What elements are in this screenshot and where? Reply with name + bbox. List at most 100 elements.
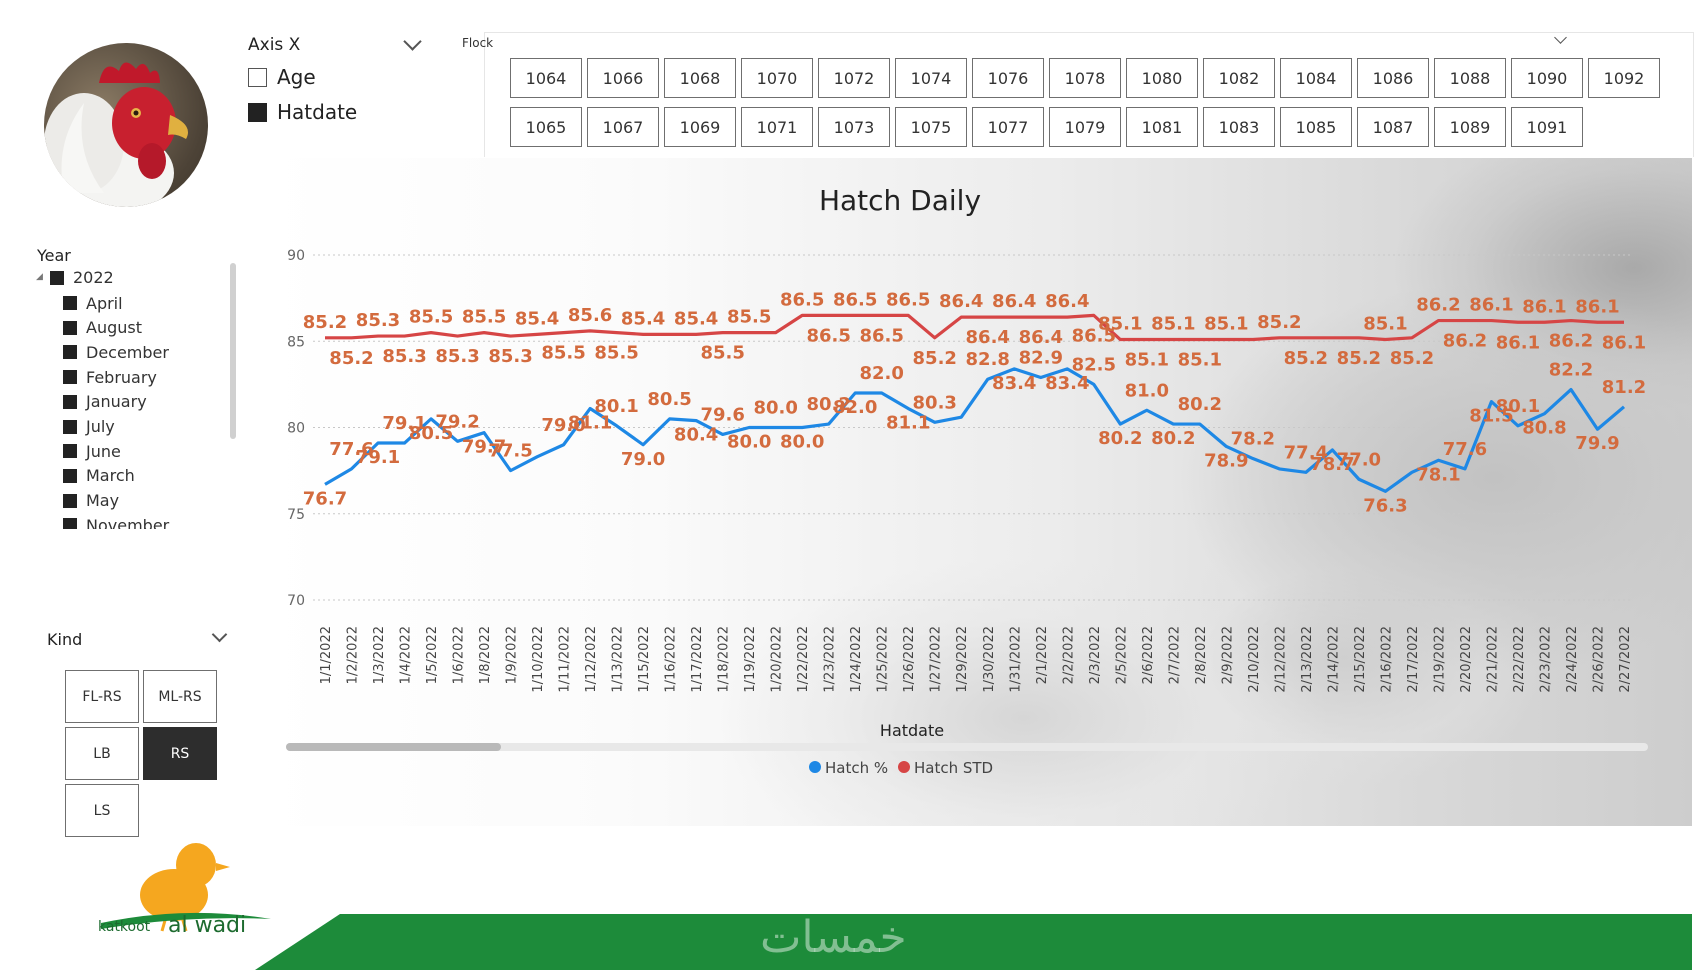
- year-month-august[interactable]: August: [63, 318, 142, 338]
- month-checkbox[interactable]: [63, 296, 77, 310]
- year-2022-node[interactable]: 2022: [50, 268, 114, 287]
- month-checkbox[interactable]: [63, 419, 77, 434]
- flock-button-1087[interactable]: 1087: [1357, 107, 1429, 147]
- x-scrollbar-thumb[interactable]: [286, 743, 501, 751]
- year-collapse-icon[interactable]: ◢: [36, 272, 43, 282]
- axis-x-chevron-down-icon[interactable]: [403, 32, 422, 51]
- hatch-std-data-label: 85.1: [1098, 314, 1142, 335]
- x-tick-label: 1/31/2022: [1008, 626, 1023, 693]
- flock-button-1068[interactable]: 1068: [664, 58, 736, 98]
- year-title: Year: [37, 246, 71, 265]
- kind-button-rs[interactable]: RS: [143, 727, 217, 780]
- flock-button-1076[interactable]: 1076: [972, 58, 1044, 98]
- hatdate-checkbox[interactable]: [248, 102, 267, 122]
- flock-button-1090[interactable]: 1090: [1511, 58, 1583, 98]
- flock-button-1069[interactable]: 1069: [664, 107, 736, 147]
- flock-button-1081[interactable]: 1081: [1126, 107, 1198, 147]
- hatch-pct-data-label: 80.5: [647, 389, 691, 410]
- flock-button-1083[interactable]: 1083: [1203, 107, 1275, 147]
- age-checkbox[interactable]: [248, 67, 267, 87]
- hatch-pct-data-label: 81.1: [886, 413, 930, 434]
- hatch-std-data-label: 86.4: [1045, 291, 1089, 312]
- year-2022-checkbox[interactable]: [50, 270, 64, 285]
- hatch-std-data-label: 85.3: [382, 346, 426, 367]
- flock-button-1089[interactable]: 1089: [1434, 107, 1506, 147]
- x-scrollbar-track[interactable]: [286, 743, 1648, 751]
- x-tick-label: 1/17/2022: [690, 626, 705, 693]
- kind-button-ls[interactable]: LS: [65, 784, 139, 837]
- month-checkbox[interactable]: [63, 345, 77, 360]
- y-tick-label: 75: [287, 507, 305, 523]
- x-tick-label: 2/27/2022: [1618, 626, 1633, 693]
- year-month-january[interactable]: January: [63, 392, 147, 412]
- hatch-std-data-label: 85.1: [1204, 314, 1248, 335]
- flock-button-1080[interactable]: 1080: [1126, 58, 1198, 98]
- year-month-april[interactable]: April: [63, 293, 123, 313]
- year-scrollbar[interactable]: [230, 263, 236, 439]
- kind-chevron-down-icon[interactable]: [211, 626, 228, 643]
- legend-hatch-marker: [809, 761, 821, 773]
- year-month-may[interactable]: May: [63, 491, 119, 511]
- hatch-std-data-label: 85.1: [1363, 314, 1407, 335]
- flock-button-1086[interactable]: 1086: [1357, 58, 1429, 98]
- x-tick-label: 2/3/2022: [1088, 626, 1103, 684]
- flock-button-1070[interactable]: 1070: [741, 58, 813, 98]
- hatch-std-data-label: 86.5: [780, 289, 824, 310]
- year-month-february[interactable]: February: [63, 367, 157, 387]
- hatch-pct-data-label: 80.2: [1151, 428, 1195, 449]
- flock-button-1082[interactable]: 1082: [1203, 58, 1275, 98]
- hatch-pct-data-label: 82.9: [1019, 347, 1063, 368]
- hatch-pct-data-label: 81.0: [1125, 380, 1169, 401]
- month-checkbox[interactable]: [63, 493, 77, 508]
- flock-button-1077[interactable]: 1077: [972, 107, 1044, 147]
- flock-button-1072[interactable]: 1072: [818, 58, 890, 98]
- x-tick-label: 2/19/2022: [1432, 626, 1447, 693]
- x-tick-label: 1/23/2022: [823, 626, 838, 693]
- flock-button-1091[interactable]: 1091: [1511, 107, 1583, 147]
- flock-button-1065[interactable]: 1065: [510, 107, 582, 147]
- x-tick-label: 1/1/2022: [319, 626, 334, 684]
- hatch-pct-data-label: 80.2: [806, 394, 850, 415]
- month-checkbox[interactable]: [63, 468, 77, 483]
- flock-button-1074[interactable]: 1074: [895, 58, 967, 98]
- month-checkbox[interactable]: [63, 518, 77, 529]
- x-tick-label: 1/4/2022: [399, 626, 414, 684]
- month-checkbox[interactable]: [63, 370, 77, 385]
- flock-button-1088[interactable]: 1088: [1434, 58, 1506, 98]
- hatch-pct-data-label: 80.4: [674, 425, 718, 446]
- flock-button-1073[interactable]: 1073: [818, 107, 890, 147]
- axis-x-option-age[interactable]: Age: [248, 65, 316, 89]
- flock-button-1071[interactable]: 1071: [741, 107, 813, 147]
- year-month-march[interactable]: March: [63, 466, 135, 486]
- month-checkbox[interactable]: [63, 320, 77, 335]
- month-checkbox[interactable]: [63, 444, 77, 459]
- flock-button-1064[interactable]: 1064: [510, 58, 582, 98]
- kind-button-lb[interactable]: LB: [65, 727, 139, 780]
- flock-button-1084[interactable]: 1084: [1280, 58, 1352, 98]
- flock-button-1079[interactable]: 1079: [1049, 107, 1121, 147]
- year-month-june[interactable]: June: [63, 441, 121, 461]
- flock-button-1075[interactable]: 1075: [895, 107, 967, 147]
- axis-x-option-hatdate[interactable]: Hatdate: [248, 100, 357, 124]
- kind-button-ml-rs[interactable]: ML-RS: [143, 670, 217, 723]
- hatch-pct-data-label: 81.2: [1602, 377, 1646, 398]
- flock-button-1067[interactable]: 1067: [587, 107, 659, 147]
- flock-button-1092[interactable]: 1092: [1588, 58, 1660, 98]
- year-month-november[interactable]: November: [63, 515, 169, 529]
- year-month-december[interactable]: December: [63, 342, 169, 362]
- year-month-july[interactable]: July: [63, 417, 115, 437]
- flock-button-1085[interactable]: 1085: [1280, 107, 1352, 147]
- x-tick-label: 1/16/2022: [664, 626, 679, 693]
- hatch-std-data-label: 85.3: [356, 310, 400, 331]
- hatch-pct-data-label: 82.0: [860, 363, 904, 384]
- y-tick-label: 85: [287, 334, 305, 350]
- kind-button-fl-rs[interactable]: FL-RS: [65, 670, 139, 723]
- hatch-std-data-label: 85.2: [913, 348, 957, 369]
- flock-button-1066[interactable]: 1066: [587, 58, 659, 98]
- hatch-pct-data-label: 83.4: [992, 373, 1036, 394]
- x-tick-label: 2/2/2022: [1061, 626, 1076, 684]
- hatch-pct-data-label: 79.1: [382, 413, 426, 434]
- kind-title: Kind: [47, 630, 83, 649]
- month-checkbox[interactable]: [63, 394, 77, 409]
- flock-button-1078[interactable]: 1078: [1049, 58, 1121, 98]
